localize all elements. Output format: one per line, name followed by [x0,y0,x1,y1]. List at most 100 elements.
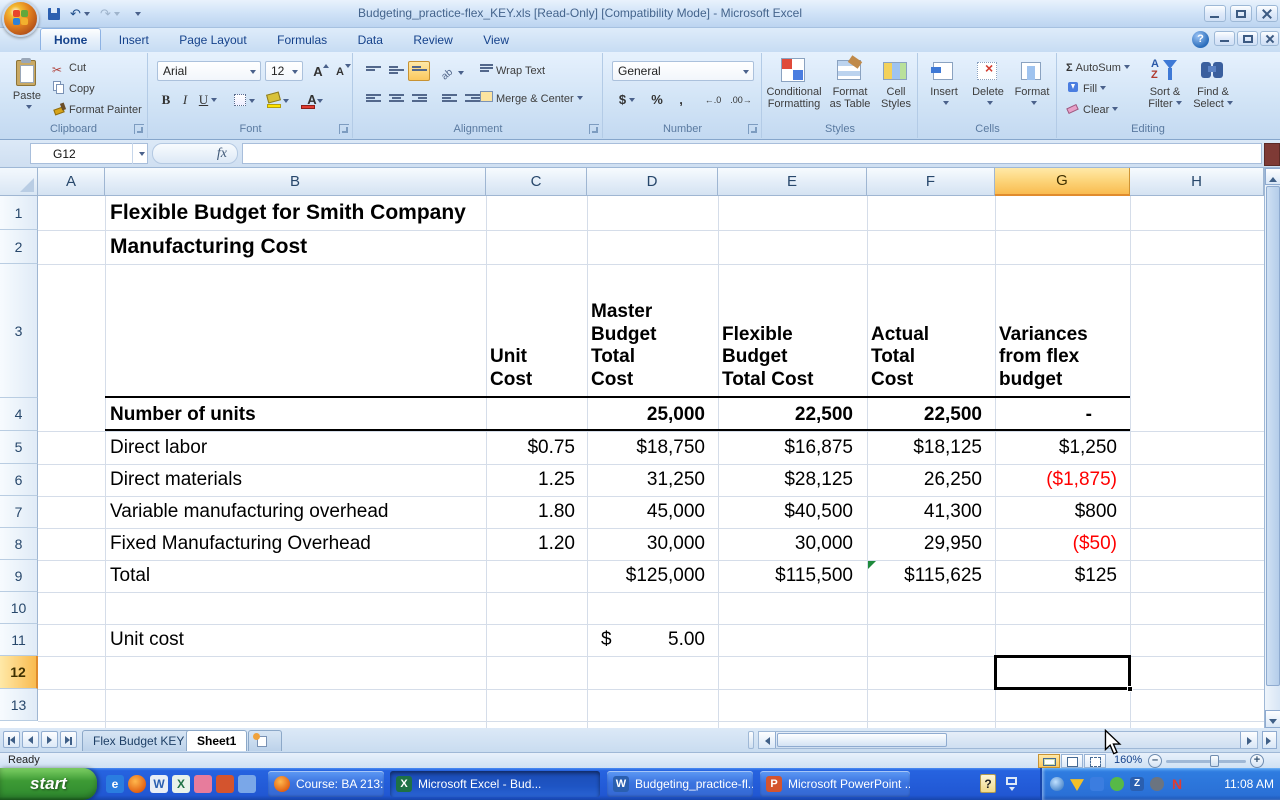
conditional-formatting-button[interactable]: Conditional Formatting [765,55,823,110]
taskbar-button-powerpoint[interactable]: P Microsoft PowerPoint ... [760,771,910,797]
copy-button[interactable]: Copy [52,80,95,98]
workbook-minimize-button[interactable] [1214,31,1235,46]
cell-B5[interactable]: Direct labor [110,436,208,458]
prev-sheet-button[interactable] [22,731,39,748]
tray-gray-icon[interactable] [1150,777,1164,791]
quick-launch-ie-icon[interactable]: e [106,775,124,793]
zoom-out-button[interactable]: – [1148,754,1162,768]
tray-green-icon[interactable] [1110,777,1124,791]
format-as-table-button[interactable]: Format as Table [825,55,875,110]
cell-C5[interactable]: $0.75 [527,436,575,458]
first-sheet-button[interactable] [3,731,20,748]
tray-globe-icon[interactable] [1050,777,1064,791]
align-right-button[interactable] [408,89,430,109]
close-button[interactable] [1256,5,1278,22]
number-dialog-launcher[interactable] [748,124,758,134]
minimize-button[interactable] [1204,5,1226,22]
qat-customize-button[interactable] [128,4,144,24]
workbook-close-button[interactable] [1260,31,1279,46]
tray-z-icon[interactable]: Z [1130,777,1144,791]
start-button[interactable]: start [0,768,97,800]
cell-D3[interactable]: Master Budget Total Cost [591,301,657,390]
vertical-scroll-thumb[interactable] [1266,186,1280,686]
orientation-button[interactable]: ab [438,61,468,82]
clipboard-dialog-launcher[interactable] [134,124,144,134]
taskbar-button-word[interactable]: W Budgeting_practice-fl... [607,771,753,797]
row-header-8[interactable]: 8 [0,528,38,560]
workbook-restore-button[interactable] [1237,31,1258,46]
cut-button[interactable]: ✂ Cut [52,62,87,77]
font-name-combo[interactable]: Arial [157,61,261,81]
column-header-E[interactable]: E [718,168,867,196]
cell-F3[interactable]: Actual Total Cost [871,323,930,390]
cell-G6[interactable]: ($1,875) [1046,469,1117,490]
zoom-level[interactable]: 160% [1114,754,1143,766]
number-format-combo[interactable]: General [612,61,754,81]
shrink-font-button[interactable]: A [329,61,351,81]
cell-B4[interactable]: Number of units [110,403,256,425]
zoom-in-button[interactable]: + [1250,754,1264,768]
tab-split-handle[interactable] [748,731,754,749]
insert-worksheet-tab[interactable] [248,730,282,751]
font-dialog-launcher[interactable] [339,124,349,134]
row-header-3[interactable]: 3 [0,264,38,398]
cell-F8[interactable]: 29,950 [923,533,982,554]
cell-D5[interactable]: $18,750 [636,436,705,458]
quick-launch-app-icon-2[interactable] [238,775,256,793]
quick-launch-firefox-icon[interactable] [128,775,146,793]
scroll-down-button[interactable] [1265,710,1280,728]
cell-B9[interactable]: Total [110,565,151,586]
last-sheet-button[interactable] [60,731,77,748]
column-header-C[interactable]: C [486,168,587,196]
quick-launch-app-icon-1[interactable] [194,775,212,793]
fill-color-button[interactable] [263,89,293,109]
zoom-slider-thumb[interactable] [1210,755,1219,767]
quick-launch-excel-icon[interactable]: X [172,775,190,793]
cell-B11[interactable]: Unit cost [110,629,184,650]
row-header-2[interactable]: 2 [0,230,38,264]
font-color-button[interactable]: A [297,89,327,109]
fill-button[interactable]: Fill [1066,80,1107,98]
column-header-A[interactable]: A [38,168,105,196]
column-header-D[interactable]: D [587,168,718,196]
bold-button[interactable]: B [161,92,171,107]
sheet-tab-sheet1[interactable]: Sheet1 [186,730,248,751]
cell-C6[interactable]: 1.25 [538,469,575,490]
taskbar-button-firefox[interactable]: Course: BA 213: Man... [268,771,384,797]
cell-F4[interactable]: 22,500 [923,403,982,425]
cell-E6[interactable]: $28,125 [784,469,853,490]
italic-button[interactable]: I [182,92,188,107]
tab-formulas[interactable]: Formulas [277,33,328,47]
window-resize-grip[interactable] [1262,731,1277,749]
row-header-12[interactable]: 12 [0,656,38,689]
redo-button[interactable]: ↷ [96,4,124,24]
cell-E7[interactable]: $40,500 [784,501,853,522]
cell-F6[interactable]: 26,250 [923,469,982,490]
cell-E9[interactable]: $115,500 [775,565,853,586]
zoom-slider-track[interactable] [1166,760,1246,763]
select-all-corner[interactable] [0,168,38,196]
tab-data[interactable]: Data [357,33,383,47]
row-header-7[interactable]: 7 [0,496,38,528]
merge-center-button[interactable]: Merge & Center [480,90,583,108]
column-header-H[interactable]: H [1130,168,1264,196]
cell-C3[interactable]: Unit Cost [490,346,533,390]
cell-F7[interactable]: 41,300 [923,501,982,522]
scroll-right-button[interactable] [1240,732,1257,748]
desktop-share-icon[interactable] [1004,775,1020,791]
save-icon[interactable] [44,4,64,24]
align-middle-button[interactable] [385,61,407,81]
format-painter-button[interactable]: Format Painter [52,101,142,119]
row-header-9[interactable]: 9 [0,560,38,592]
cell-D8[interactable]: 30,000 [646,533,705,554]
font-size-combo[interactable]: 12 [265,61,303,81]
cell-G3[interactable]: Variances from flex budget [999,323,1088,390]
cell-C7[interactable]: 1.80 [538,501,575,522]
clear-button[interactable]: Clear [1066,101,1119,119]
tab-insert[interactable]: Insert [118,33,149,47]
tab-view[interactable]: View [483,33,509,47]
grow-font-button[interactable]: A [307,61,329,81]
cell-B1[interactable]: Flexible Budget for Smith Company [110,201,466,224]
accounting-format-button[interactable]: $ [612,89,642,109]
cell-D4[interactable]: 25,000 [646,403,705,425]
